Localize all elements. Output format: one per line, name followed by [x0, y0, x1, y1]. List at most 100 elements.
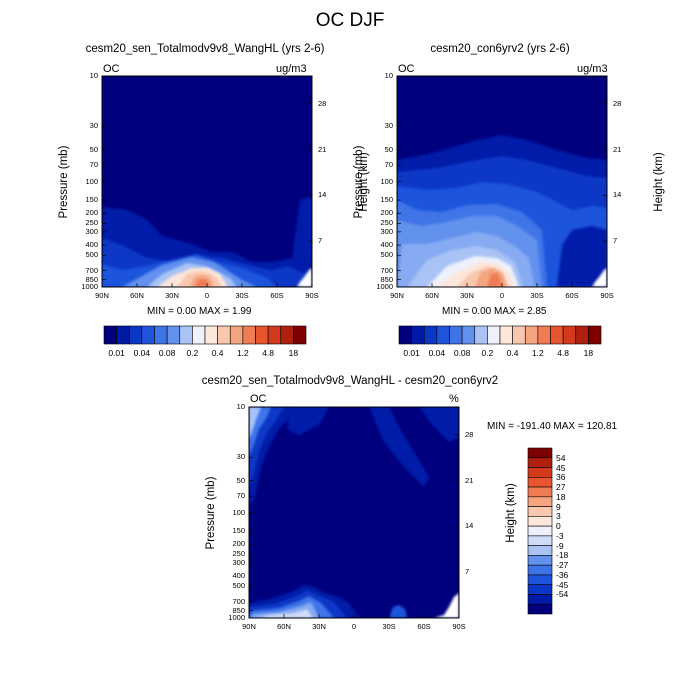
panel1-field	[102, 76, 312, 287]
panel1-y2-tick-label: 7	[318, 236, 323, 246]
panel2-x-tick-label: 30N	[460, 291, 474, 300]
panel1-x-tick-label: 60N	[130, 291, 144, 300]
panel2-colorbar-label: 0.2	[481, 348, 494, 358]
panel3-colorbar	[527, 447, 553, 615]
panel1-colorbar-label: 0.01	[108, 348, 125, 358]
panel3-colorbar-box	[527, 457, 553, 468]
panel1-colorbar-box	[204, 325, 218, 345]
panel1-x-tick-label: 30N	[165, 291, 179, 300]
panel3-colorbar-label: 45	[556, 462, 566, 473]
panel2-x-tick-label: 30S	[530, 291, 544, 300]
panel3-y2-tick-label: 21	[465, 475, 474, 485]
panel2-field	[397, 76, 607, 287]
panel1-x-tick-label: 0	[204, 291, 210, 300]
panel1-y-tick-label: 1000	[81, 282, 98, 291]
panel1-title: cesm20_sen_Totalmodv9v8_WangHL (yrs 2-6)	[85, 43, 325, 55]
panel3-y2-tick-label: 28	[465, 429, 474, 439]
panel3-colorbar-box	[527, 584, 553, 595]
panel3-colorbar-box	[527, 535, 553, 546]
panel3-y-tick-label: 400	[232, 571, 245, 581]
panel2-x-tick-label: 60S	[565, 291, 579, 300]
panel2-colorbar-box	[487, 325, 501, 345]
panel2-colorbar-label: 1.2	[531, 348, 544, 358]
panel3-band-4	[249, 407, 261, 439]
panel3-colorbar-box	[527, 486, 553, 498]
panel3-y2-tick-label: 7	[465, 567, 470, 577]
panel3-colorbar-label: -54	[556, 589, 569, 600]
panel1-x-tick-label: 90S	[305, 291, 319, 300]
panel2-y-tick-label: 700	[380, 265, 393, 275]
panel3-background	[249, 407, 459, 618]
panel3-x-tick-label: 90S	[452, 622, 466, 631]
panel3-min-max: MIN = -191.40 MAX = 120.81	[487, 421, 618, 432]
panel2-y-tick-label: 70	[384, 160, 393, 170]
panel2-colorbar-label: 0.4	[506, 348, 519, 358]
panel1-y-tick-label: 250	[85, 218, 98, 228]
panel2-colorbar-box	[524, 325, 539, 345]
panel3-colorbar-label: -27	[556, 560, 569, 571]
panel3-band-6	[369, 407, 429, 487]
panel2-plot	[396, 75, 608, 288]
panel2-colorbar-box	[499, 325, 513, 345]
panel3-y-tick-label: 70	[236, 491, 245, 501]
panel1-colorbar-label: 18	[288, 348, 299, 358]
panel2-y2-tick-label: 7	[613, 236, 618, 246]
panel2-y2-tick-label: 14	[613, 190, 622, 200]
panel2-colorbar-box	[537, 325, 551, 345]
panel3-colorbar-label: 36	[556, 472, 566, 483]
panel2-y-tick-label: 300	[380, 226, 393, 236]
panel3-band-5	[287, 407, 329, 435]
panel2-y2-tick-label: 28	[613, 98, 622, 108]
panel1-y2-tick-label: 21	[318, 144, 327, 154]
panel1-y-tick-label: 30	[89, 121, 98, 131]
panel1-colorbar-box	[141, 325, 155, 345]
panel3-units-label: %	[449, 393, 459, 405]
panel3-x-tick-label: 60S	[417, 622, 431, 631]
panel2-colorbar	[398, 325, 602, 345]
panel3-colorbar-box	[527, 545, 553, 556]
panel3-colorbar-label: 18	[556, 491, 566, 502]
panel1-colorbar-label: 1.2	[236, 348, 249, 358]
panel2-colorbar-label: 18	[583, 348, 594, 358]
panel3-colorbar-label: 9	[556, 501, 561, 512]
panel1-colorbar-box	[255, 325, 269, 345]
panel3-colorbar-label: -9	[556, 540, 564, 551]
panel3-y-axis-title: Pressure (mb)	[205, 476, 217, 549]
panel2-colorbar-label: 0.08	[453, 348, 471, 358]
panel2-y-tick-label: 50	[384, 144, 393, 154]
panel3-colorbar-box	[527, 603, 553, 615]
panel3-field	[249, 407, 459, 618]
panel2-y-tick-label: 1000	[376, 282, 393, 291]
panel3-y-tick-label: 10	[236, 402, 245, 411]
panel1-missing-data	[297, 268, 312, 287]
panel1-colorbar-box	[229, 325, 244, 345]
panel3-y-tick-label: 250	[232, 549, 245, 559]
panel2-colorbar-box	[398, 325, 412, 345]
panel1-colorbar-box	[192, 325, 206, 345]
panel3-y2-tick-label: 14	[465, 521, 474, 531]
panel1-colorbar-box	[128, 325, 143, 345]
panel2-colorbar-box	[411, 325, 425, 345]
panel2-colorbar-label: 4.8	[557, 348, 570, 358]
panel2-y-tick-label: 30	[384, 121, 393, 131]
panel1-x-tick-label: 30S	[235, 291, 249, 300]
panel2-colorbar-box	[588, 325, 602, 345]
panel2-x-tick-label: 90N	[390, 291, 404, 300]
panel1-colorbar-label: 0.04	[133, 348, 151, 358]
panel3-missing-data	[434, 593, 459, 618]
panel1-variable-label: OC	[103, 63, 120, 75]
panel2-missing-data	[592, 268, 607, 287]
panel1-colorbar-box	[293, 325, 307, 345]
panel3-colorbar-label: -18	[556, 550, 569, 561]
panel2-y-tick-label: 250	[380, 218, 393, 228]
panel3-y-tick-label: 200	[232, 539, 245, 549]
panel1-units-label: ug/m3	[276, 63, 307, 75]
panel3-band-7	[419, 407, 459, 442]
panel1-colorbar-label: 0.4	[211, 348, 224, 358]
panel3-y-tick-label: 850	[232, 605, 245, 615]
panel2-y2-tick-label: 21	[613, 144, 622, 154]
panel2-y-tick-label: 150	[380, 195, 393, 205]
panel2-min-max: MIN = 0.00 MAX = 2.85	[442, 306, 547, 317]
panel1-colorbar-box	[217, 325, 231, 345]
panel2-title: cesm20_con6yrv2 (yrs 2-6)	[430, 43, 570, 55]
